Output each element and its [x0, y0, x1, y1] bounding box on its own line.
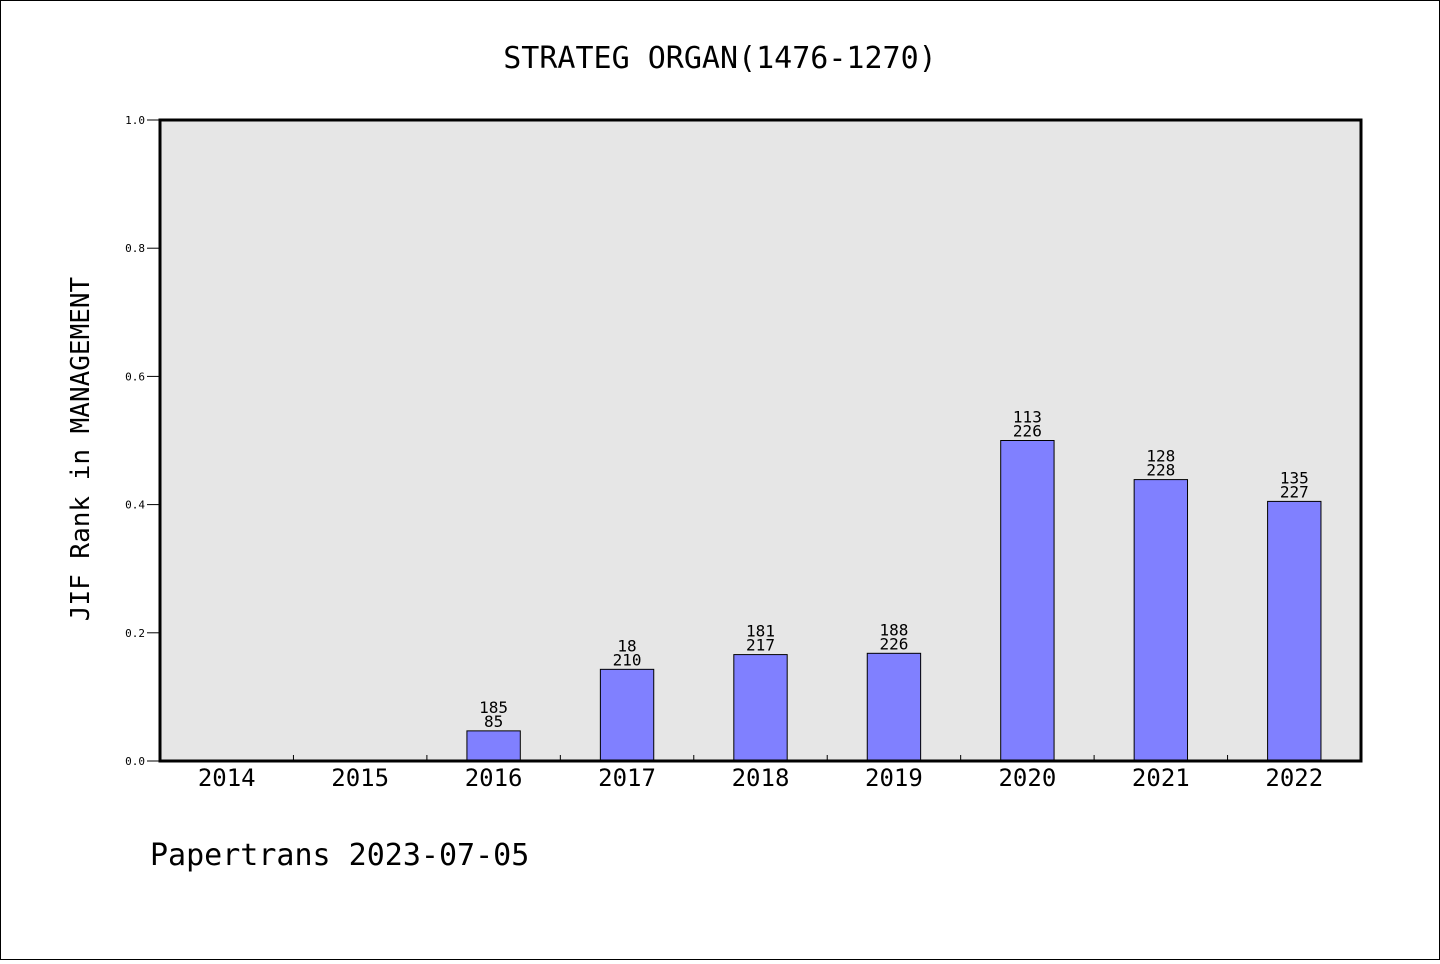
- data-label-rank-2019: 188: [879, 620, 908, 639]
- y-tick-label-0.8: 0.8: [125, 242, 145, 255]
- data-label-total-2022: 227: [1280, 482, 1309, 501]
- y-tick-label-0.6: 0.6: [125, 370, 145, 383]
- x-tick-label-2021: 2021: [1132, 764, 1190, 792]
- x-tick-label-2014: 2014: [198, 764, 256, 792]
- data-label-total-2018: 217: [746, 636, 775, 655]
- y-axis-label: JIF Rank in MANAGEMENT: [66, 276, 96, 621]
- data-label-total-2017: 210: [613, 650, 642, 669]
- plot-border: [158, 118, 1363, 763]
- x-tick-label-2019: 2019: [865, 764, 923, 792]
- data-label-total-2019: 226: [879, 634, 908, 653]
- x-tick-label-2017: 2017: [598, 764, 656, 792]
- data-label-total-2021: 228: [1146, 461, 1175, 480]
- x-tick-label-2018: 2018: [732, 764, 790, 792]
- data-label-total-2016: 85: [484, 712, 503, 731]
- bars-group: [466, 440, 1322, 762]
- data-label-total-2020: 226: [1013, 422, 1042, 441]
- y-ticks-group: 0.0 0.2 0.4 0.6 0.8 1.0: [125, 114, 160, 768]
- data-label-rank-2021: 128: [1146, 447, 1175, 466]
- bar-2021: [1133, 479, 1189, 762]
- y-tick-label-0.2: 0.2: [125, 627, 145, 640]
- y-tick-label-1.0: 1.0: [125, 114, 145, 127]
- bar-2018: [733, 654, 788, 762]
- bar-2022: [1267, 500, 1322, 762]
- data-label-rank-2018: 181: [746, 622, 775, 641]
- data-label-rank-2020: 113: [1013, 408, 1042, 427]
- bar-2017: [599, 668, 655, 762]
- y-tick-label-0.0: 0.0: [125, 755, 145, 768]
- footer-text: Papertrans 2023-07-05: [150, 838, 529, 873]
- x-tick-label-2016: 2016: [465, 764, 523, 792]
- data-label-rank-2022: 135: [1280, 468, 1309, 487]
- bar-2019: [866, 652, 922, 762]
- bar-2016: [466, 730, 521, 762]
- chart-title: STRATEG ORGAN(1476-1270): [503, 41, 936, 76]
- data-label-rank-2016: 185: [479, 698, 508, 717]
- data-label-rank-2017: 18: [617, 636, 636, 655]
- x-tick-label-2022: 2022: [1265, 764, 1323, 792]
- y-tick-label-0.4: 0.4: [125, 499, 145, 512]
- x-tick-label-2020: 2020: [998, 764, 1056, 792]
- x-ticks-group: 2014 2015 2016 2017 2018 2019 2020 2021 2022: [198, 755, 1323, 792]
- bar-2020: [1000, 440, 1055, 762]
- x-tick-label-2015: 2015: [331, 764, 389, 792]
